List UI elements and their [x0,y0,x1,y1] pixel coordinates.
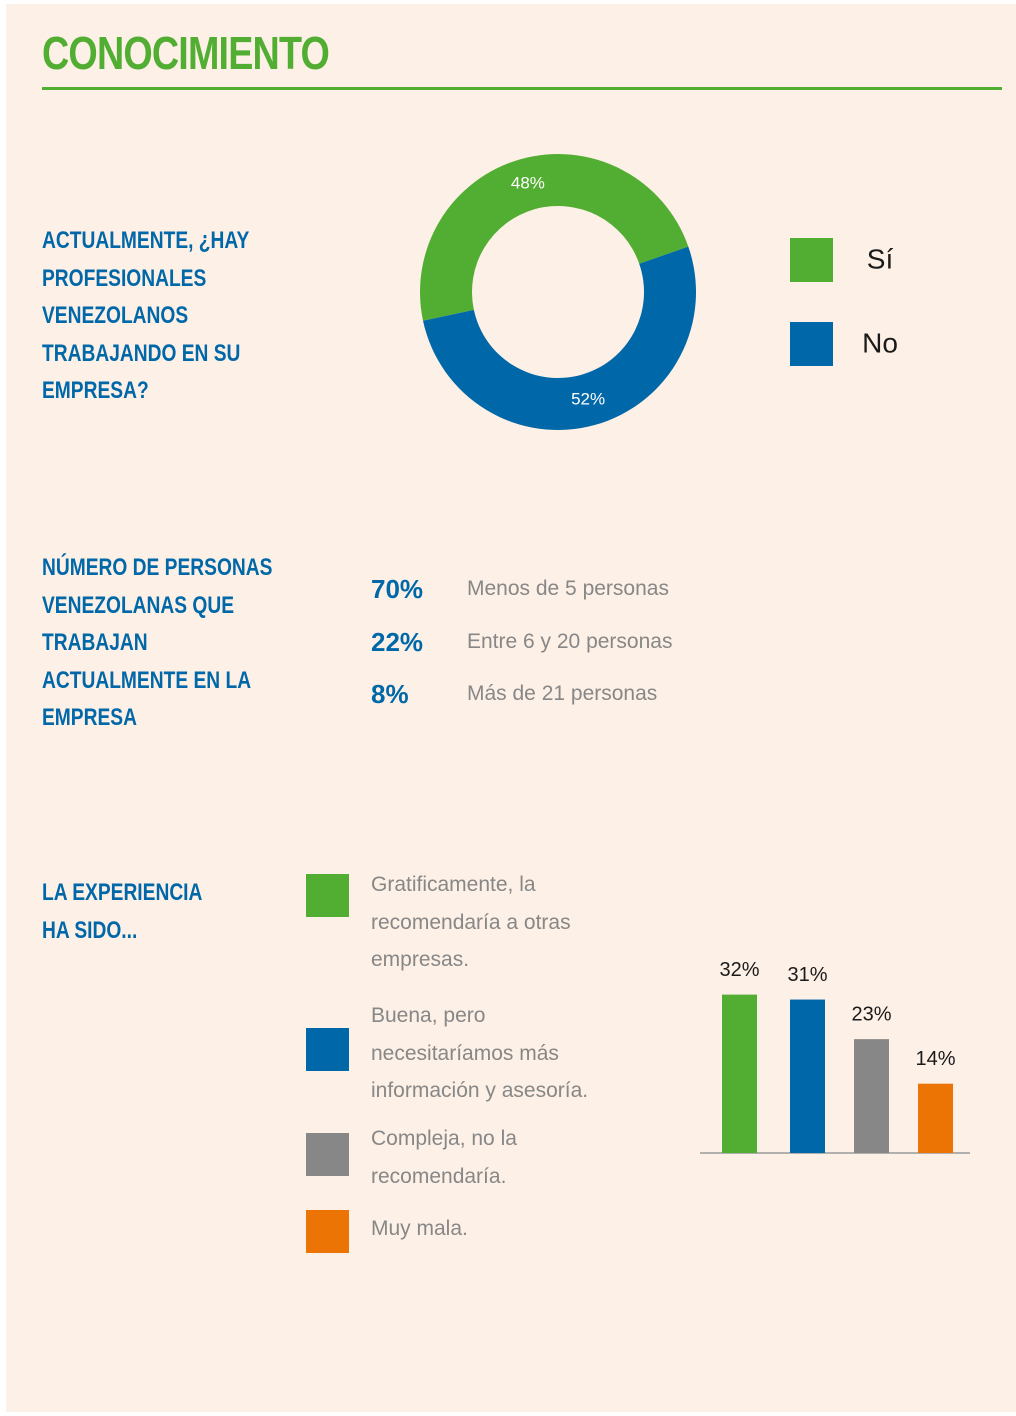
donut-title: ACTUALMENTE, ¿HAY PROFESIONALES VENEZOLA… [42,227,249,404]
legend-swatch [790,238,833,282]
donut-label: 52% [571,389,605,408]
stat-label: Menos de 5 personas [467,577,669,600]
legend-swatch [306,1133,349,1176]
bar [854,1039,889,1153]
donut-label: 48% [511,174,545,193]
page: CONOCIMIENTO ACTUALMENTE, ¿HAY PROFESION… [6,4,1016,1412]
bar-label: 23% [851,1003,891,1025]
legend-label: No [862,327,898,358]
stat-label: Más de 21 personas [467,682,658,705]
bar [918,1083,953,1153]
page-title: CONOCIMIENTO [42,27,330,79]
legend-label: Sí [867,243,894,274]
legend-label: Gratificamente, la recomendaría a otras … [371,873,571,971]
donut-segment [420,154,689,321]
legend-swatch [306,874,349,917]
legend-label: Compleja, no la recomendaría. [371,1127,517,1188]
legend-swatch [306,1210,349,1253]
legend-swatch [306,1028,349,1071]
stat-value: 8% [371,679,409,709]
bar-label: 14% [915,1048,955,1070]
bar [722,994,757,1153]
bar [790,999,825,1153]
stat-label: Entre 6 y 20 personas [467,629,673,653]
legend-label: Buena, pero necesitaríamos más informaci… [371,1004,589,1102]
stat-value: 70% [371,574,424,604]
legend-label: Muy mala. [371,1217,468,1240]
bar-title: LA EXPERIENCIA HA SIDO... [42,879,202,944]
donut-segment [423,246,697,431]
bar-label: 32% [719,959,759,981]
bar-label: 31% [787,964,827,986]
stats-title: NÚMERO DE PERSONAS VENEZOLANAS QUE TRABA… [42,554,273,731]
legend-swatch [790,322,833,366]
title-rule [42,87,1002,90]
stat-value: 22% [371,626,424,657]
